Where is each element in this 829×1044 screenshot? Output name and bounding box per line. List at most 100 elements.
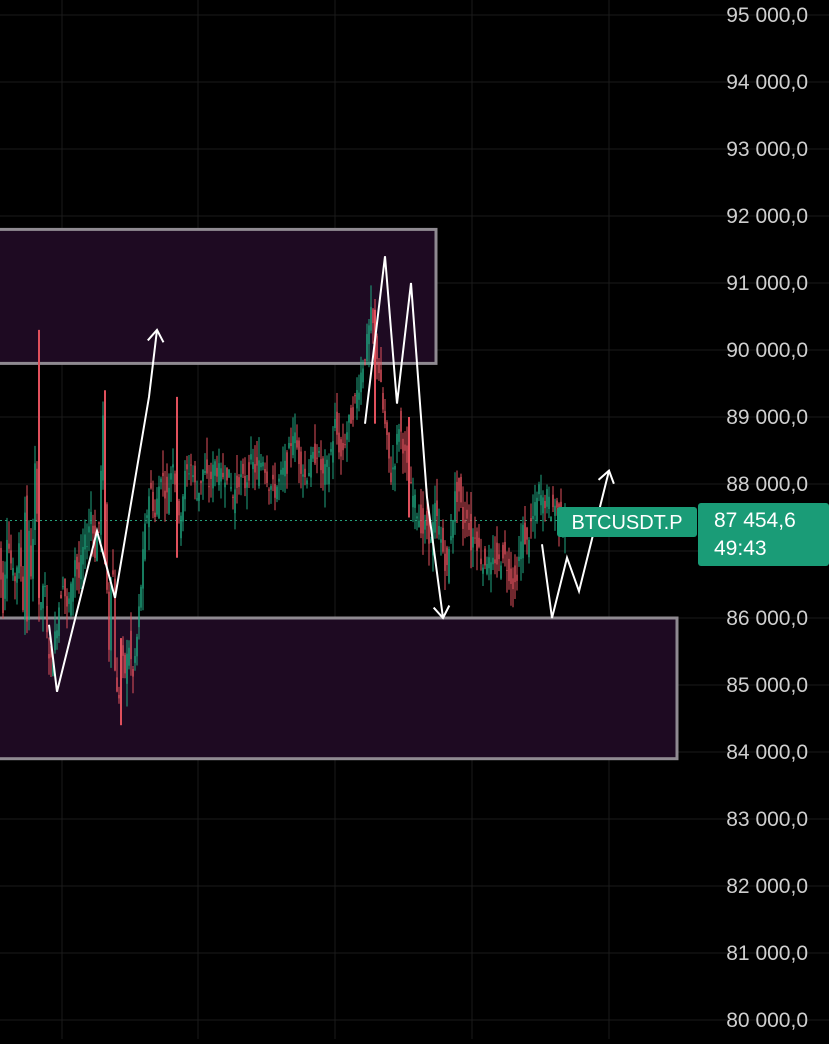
candle [500,561,502,580]
candle [190,453,192,486]
candle [272,465,274,492]
candle [0,541,2,598]
candle-body [450,536,452,541]
candle-body [324,464,326,485]
candle-body [354,395,356,397]
candle-body [224,482,226,488]
candle [22,566,24,613]
candle [400,407,402,450]
candle [552,486,554,512]
candle [446,545,448,576]
candle-body [204,471,206,473]
candle-body [80,555,82,580]
y-tick-label: 91 000,0 [726,272,808,295]
candle-body [400,410,402,432]
candle [138,594,140,640]
candle-body [112,570,114,575]
candle [36,461,38,523]
candle-body [160,478,162,483]
candle-body [148,496,150,528]
candle [34,445,36,546]
candle [66,588,68,629]
candle-body [314,443,316,464]
zone-layer [0,227,679,761]
candle-body [274,484,276,498]
candle-body [92,525,94,534]
candle-body [480,558,482,565]
candle [494,536,496,575]
candle [468,504,470,537]
candle [244,457,246,497]
y-tick-label: 92 000,0 [726,205,808,228]
candle [14,572,16,600]
candle-body [488,557,490,569]
candle [306,477,308,489]
candle [476,527,478,571]
candle-body [106,504,108,590]
candle [332,426,334,480]
candle [440,526,442,556]
candle [192,465,194,483]
candle-body [404,444,406,451]
candle [150,470,152,490]
demand-zone [0,616,679,761]
candle [6,517,8,602]
candle [32,518,34,602]
candle [418,504,420,528]
candle-body [232,496,234,498]
candle-body [508,558,510,582]
candle-body [386,422,388,435]
candle [206,437,208,479]
candle [354,392,356,404]
candle [198,492,200,512]
candle [238,474,240,495]
candle-body [250,454,252,460]
candle [146,509,148,524]
candle [328,453,330,493]
y-axis[interactable]: 95 000,0 94 000,0 93 000,0 92 000,0 91 000,0… [726,4,808,1032]
candle-body [468,522,470,530]
candle-body [108,591,110,650]
candle-body [494,559,496,564]
candle [548,486,550,519]
candle [270,484,272,504]
candle [460,473,462,509]
candle-body [182,496,184,522]
candle-body [134,656,136,663]
candle [122,636,124,679]
candle-body [342,442,344,451]
candle-body [184,470,186,500]
candle [382,387,384,413]
candle [366,323,368,366]
candle-body [502,544,504,559]
candle [348,414,350,443]
candle-body [430,539,432,543]
candle-body [276,486,278,500]
candle-body [466,509,468,519]
candle-body [348,415,350,423]
candle-body [118,694,120,699]
candle-body [372,309,374,324]
candle [320,440,322,489]
candle-body [226,467,228,481]
candle [470,491,472,569]
current-price-tag[interactable]: 87 454,6 49:43 [698,503,829,566]
candle [82,528,84,586]
candle-body [26,495,28,622]
candle-body [74,560,76,577]
candle-body [114,578,116,671]
candle [266,455,268,488]
candle-body [384,411,386,424]
candle-body [48,654,50,659]
candle [404,431,406,473]
candle-body [442,527,444,552]
candle-body [424,520,426,530]
candle [100,465,102,553]
candle [512,567,514,608]
candle-body [246,482,248,488]
candle-body [332,441,334,463]
candle-body [476,531,478,551]
symbol-tag[interactable]: BTCUSDT.P [557,507,697,537]
